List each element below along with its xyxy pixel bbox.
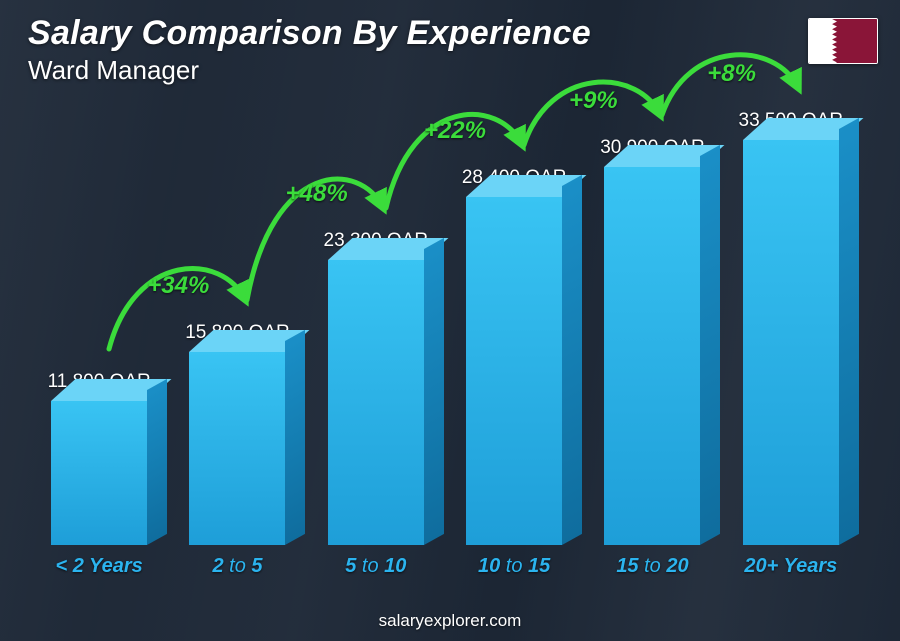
bar — [189, 352, 285, 545]
chart-subtitle: Ward Manager — [28, 55, 591, 86]
footer-attribution: salaryexplorer.com — [0, 611, 900, 631]
bar-slot: 23,300 QAR5 to 10 — [307, 110, 445, 578]
bar-category-label: 2 to 5 — [212, 555, 262, 578]
title-block: Salary Comparison By Experience Ward Man… — [28, 14, 591, 86]
step-increase-label: +8% — [707, 60, 756, 88]
bar — [466, 197, 562, 545]
chart-title: Salary Comparison By Experience — [28, 14, 591, 53]
bar — [604, 167, 700, 545]
bar — [743, 140, 839, 545]
bar-category-label: 10 to 15 — [478, 555, 550, 578]
bar-slot: 28,400 QAR10 to 15 — [445, 110, 583, 578]
bar-category-label: 5 to 10 — [345, 555, 406, 578]
bar-category-label: < 2 Years — [56, 555, 143, 578]
bar-slot: 30,900 QAR15 to 20 — [583, 110, 721, 578]
bar-slot: 11,800 QAR< 2 Years — [30, 110, 168, 578]
bar-slot: 33,500 QAR20+ Years — [722, 110, 860, 578]
bar-category-label: 15 to 20 — [616, 555, 688, 578]
bar — [328, 260, 424, 545]
infographic-stage: Salary Comparison By Experience Ward Man… — [0, 0, 900, 641]
bar-category-label: 20+ Years — [744, 555, 837, 578]
qatar-flag-icon — [808, 18, 878, 64]
bar-chart: 11,800 QAR< 2 Years15,800 QAR2 to 523,30… — [30, 110, 860, 578]
bar-slot: 15,800 QAR2 to 5 — [168, 110, 306, 578]
bar — [51, 401, 147, 545]
